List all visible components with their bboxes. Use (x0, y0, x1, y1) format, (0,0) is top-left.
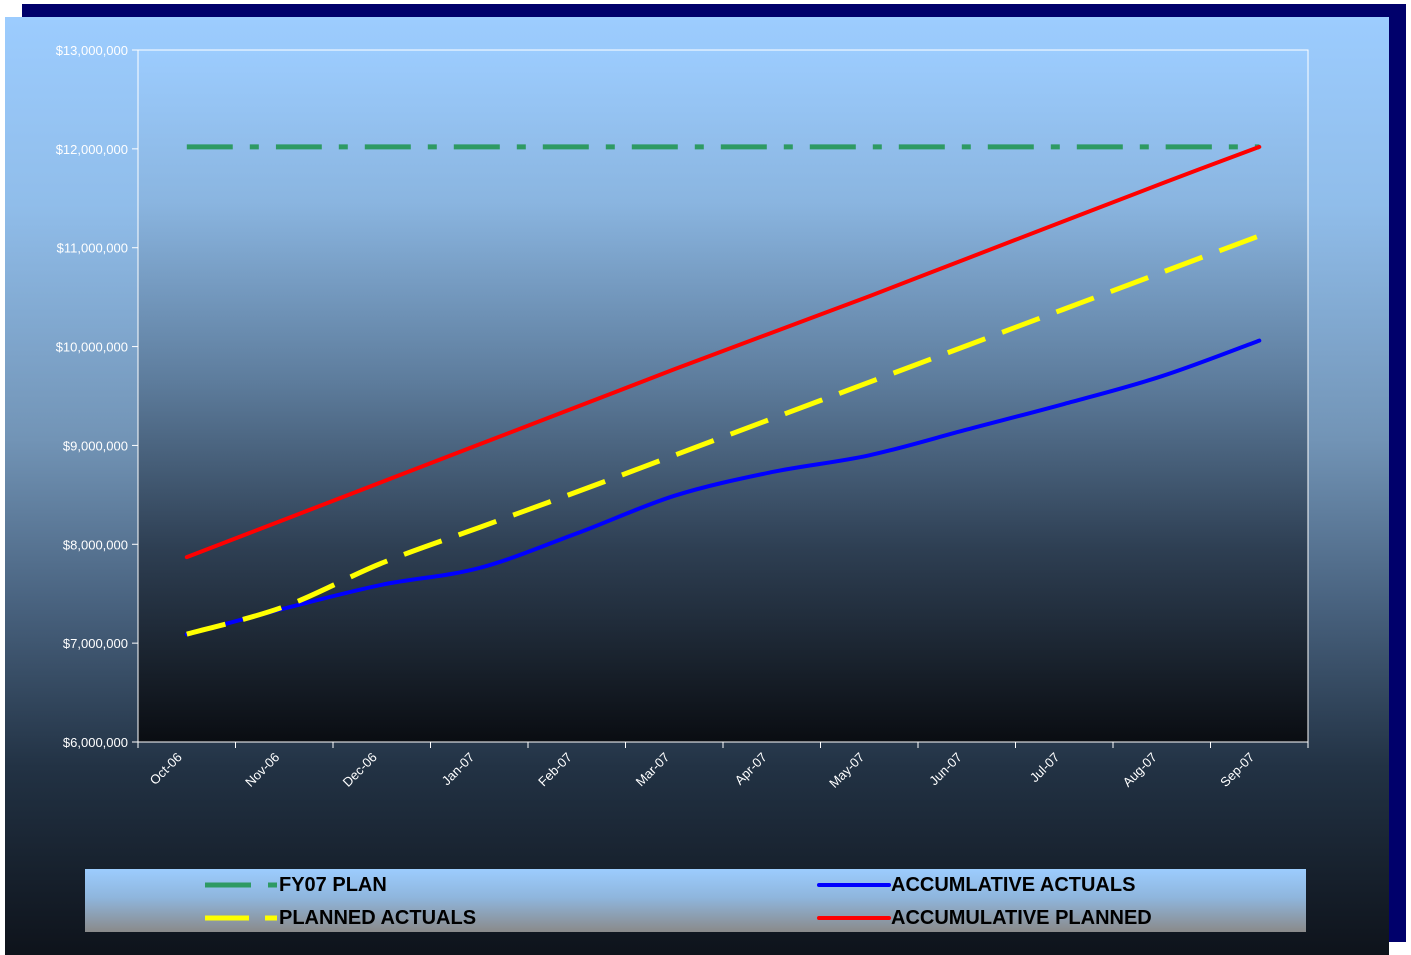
plot-area (137, 49, 1309, 743)
x-tick-label: Oct-06 (147, 750, 185, 788)
legend-swatch-planned-actuals (205, 915, 277, 921)
x-tick-label: Mar-07 (633, 750, 673, 790)
legend-label-accumlative-actuals: ACCUMLATIVE ACTUALS (891, 873, 1136, 896)
legend-item-fy07-plan: FY07 PLAN (205, 871, 387, 899)
legend-label-accumulative-planned: ACCUMULATIVE PLANNED (891, 906, 1152, 929)
x-tick-label: Jun-07 (926, 750, 965, 789)
y-tick-label: $10,000,000 (56, 340, 128, 355)
legend-swatch-fy07-plan (205, 882, 277, 888)
y-tick-label: $12,000,000 (56, 142, 128, 157)
legend-item-accumlative-actuals: ACCUMLATIVE ACTUALS (817, 871, 1135, 899)
y-tick-label: $11,000,000 (57, 241, 128, 256)
legend-label-fy07-plan: FY07 PLAN (279, 873, 387, 896)
x-tick-label: Aug-07 (1120, 750, 1160, 790)
x-tick-label: Apr-07 (732, 750, 770, 788)
series-line-planned-actuals (186, 233, 1261, 637)
x-tick-label: Dec-06 (340, 750, 380, 790)
legend-swatch-accumulative-planned (817, 916, 891, 920)
legend-item-planned-actuals: PLANNED ACTUALS (205, 904, 476, 932)
x-tick-label: Jul-07 (1027, 750, 1063, 786)
x-tick-label: Feb-07 (535, 750, 575, 790)
series-layer (184, 144, 1262, 637)
legend-item-accumulative-planned: ACCUMULATIVE PLANNED (817, 904, 1152, 932)
y-tick-label: $13,000,000 (56, 43, 128, 58)
y-tick-label: $7,000,000 (63, 636, 128, 651)
y-tick-label: $6,000,000 (63, 735, 128, 750)
x-tick-label: May-07 (826, 750, 867, 791)
series-line-accumulative-planned (184, 144, 1262, 560)
x-tick-label: Sep-07 (1217, 750, 1257, 790)
legend-label-planned-actuals: PLANNED ACTUALS (279, 906, 477, 929)
y-tick-label: $9,000,000 (63, 438, 128, 453)
series-line-accumlative-actuals (184, 338, 1262, 637)
legend: FY07 PLAN PLANNED ACTUALS ACCUMLATIVE AC… (85, 869, 1306, 932)
y-tick-label: $8,000,000 (63, 537, 128, 552)
legend-swatch-accumlative-actuals (817, 883, 891, 887)
x-tick-label: Jan-07 (439, 750, 478, 789)
x-tick-label: Nov-06 (242, 750, 282, 790)
